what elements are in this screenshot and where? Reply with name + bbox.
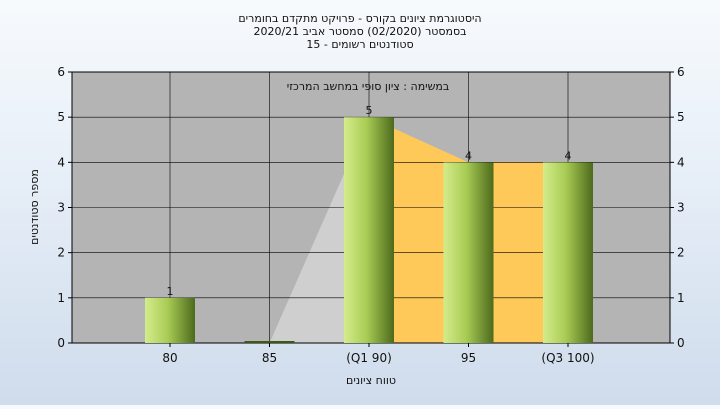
chart-title-line-2: בסמסטר (02/2020) סמסטר אביב 2020/21 bbox=[253, 25, 466, 38]
y-tick-label-left: 0 bbox=[57, 336, 65, 350]
bar bbox=[443, 162, 494, 343]
x-tick-label: (Q3 100) bbox=[541, 351, 594, 365]
x-axis-ticks: 80 85 (Q1 90) 95 (Q3 100) bbox=[162, 343, 595, 365]
chart-title-line-1: היסטוגרמת ציונים בקורס - פרויקט מתקדם בח… bbox=[238, 12, 481, 25]
bars-layer: 154 4 bbox=[145, 104, 593, 344]
y-tick-label-left: 3 bbox=[57, 201, 65, 215]
y-axis-right-ticks: 0 1 2 3 4 5 6 bbox=[670, 65, 685, 350]
plot-annotation: במשימה : ציון סופי במחשב המרכזי bbox=[287, 80, 450, 93]
y-tick-label-right: 4 bbox=[677, 155, 685, 169]
y-tick-label-left: 6 bbox=[57, 65, 65, 79]
y-tick-label-right: 3 bbox=[677, 201, 685, 215]
y-axis-left-ticks: 0 1 2 3 4 5 6 bbox=[57, 65, 72, 350]
y-tick-label-right: 1 bbox=[677, 291, 685, 305]
y-tick-label-left: 4 bbox=[57, 155, 65, 169]
y-axis-title: מספר סטודנטים bbox=[28, 169, 41, 245]
bar-data-label: 5 bbox=[366, 104, 373, 117]
bar bbox=[145, 297, 195, 343]
bar bbox=[344, 117, 394, 344]
bar-data-label: 4 bbox=[465, 149, 472, 162]
bar-data-label: 4 bbox=[565, 149, 572, 162]
y-tick-label-left: 2 bbox=[57, 246, 65, 260]
y-tick-label-right: 0 bbox=[677, 336, 685, 350]
y-tick-label-right: 6 bbox=[677, 65, 685, 79]
x-tick-label: (Q1 90) bbox=[346, 351, 392, 365]
x-tick-label: 80 bbox=[162, 351, 177, 365]
y-tick-label-left: 5 bbox=[57, 110, 65, 124]
x-tick-label: 85 bbox=[262, 351, 277, 365]
y-tick-label-right: 5 bbox=[677, 110, 685, 124]
y-tick-label-left: 1 bbox=[57, 291, 65, 305]
bar-data-label: 1 bbox=[167, 285, 174, 298]
x-tick-label: 95 bbox=[461, 351, 476, 365]
y-tick-label-right: 2 bbox=[677, 246, 685, 260]
chart-title-line-3: סטודנטים רשומים - 15 bbox=[306, 38, 413, 51]
bar bbox=[543, 162, 593, 343]
x-axis-title: טווח ציונים bbox=[346, 374, 396, 387]
